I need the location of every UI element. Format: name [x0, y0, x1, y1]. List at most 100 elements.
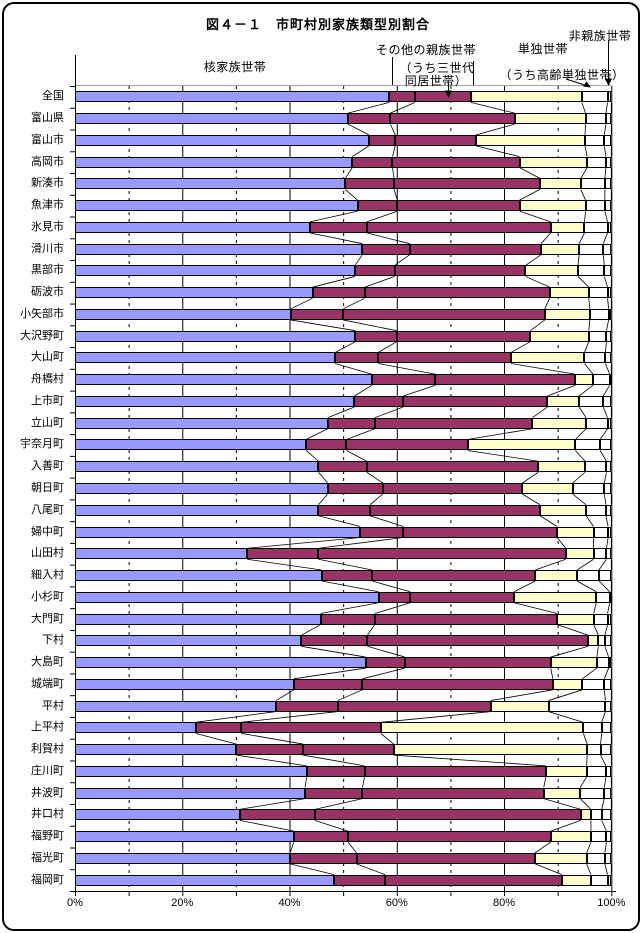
bar-segment-elderly-single [589, 308, 609, 320]
series-connector-line [601, 798, 605, 810]
bar-segment-elderly-single [585, 113, 606, 125]
series-connector-line [607, 298, 610, 309]
bar-segment-three-generation [366, 461, 539, 473]
bar-segment-three-generation [241, 722, 381, 734]
row-label: 立山町 [31, 416, 64, 429]
bar-segment-three-generation [356, 852, 536, 864]
bar-segment-single-household [380, 722, 584, 734]
bar-segment-single-household [545, 765, 587, 777]
x-axis-label: 80% [493, 897, 516, 909]
series-connector-line [530, 319, 546, 332]
series-connector-line [290, 319, 356, 332]
series-connector-line [584, 124, 586, 135]
series-connector-line [293, 667, 366, 680]
series-connector-line [347, 123, 370, 136]
series-connector-line [605, 341, 607, 353]
elderly-single-arrowhead [583, 81, 591, 88]
series-connector-line [519, 167, 541, 179]
bar-segment-non-relative [601, 809, 612, 821]
series-connector-line [318, 471, 328, 484]
bar-segment-other-relatives [318, 504, 370, 516]
non-relative-arrowhead [605, 78, 612, 86]
bar-segment-other-relatives [293, 678, 363, 690]
series-connector-line [241, 732, 303, 745]
bar-segment-three-generation [403, 395, 548, 407]
series-connector-line [599, 428, 608, 440]
bar-segment-single-household [541, 243, 580, 255]
bar-segment-elderly-single [587, 156, 606, 168]
series-connector-line [586, 755, 588, 766]
bar-segment-elderly-single [572, 483, 605, 494]
row-label: 富山県 [31, 112, 64, 125]
bar-segment-other-relatives [321, 570, 373, 582]
series-connector-line [598, 580, 610, 593]
bar-segment-single-household [514, 591, 597, 603]
bar-segment-elderly-single [586, 765, 606, 777]
bar-segment-other-relatives [360, 526, 404, 538]
series-connector-line [346, 428, 375, 440]
series-connector-line [578, 232, 585, 244]
row-label: 入善町 [31, 460, 64, 473]
series-connector-line [575, 428, 587, 440]
bar-segment-elderly-single [548, 700, 606, 712]
row-label: 上市町 [31, 394, 64, 407]
bar-segment-three-generation [374, 613, 558, 625]
series-connector-line [550, 645, 589, 658]
series-connector-line [334, 341, 356, 353]
row-label: 魚津市 [31, 199, 64, 212]
bar-segment-other-relatives [368, 134, 396, 146]
bar-segment-three-generation [394, 265, 526, 277]
row-label: 宇奈月町 [20, 438, 64, 451]
series-connector-line [586, 863, 592, 875]
series-connector-line [352, 145, 370, 157]
bar-segment-elderly-single [588, 287, 608, 299]
series-connector-line [603, 667, 609, 679]
bar-segment-single-household [519, 200, 586, 212]
bar-segment-three-generation [409, 243, 542, 255]
bar-segment-single-household [476, 134, 585, 146]
bar-segment-non-relative [607, 91, 612, 103]
series-connector-line [519, 189, 541, 201]
bar-segment-three-generation [396, 330, 531, 342]
series-connector-line [347, 841, 357, 854]
series-connector-line [600, 754, 607, 767]
bar-segment-other-relatives [354, 265, 395, 277]
bar-segment-other-relatives [352, 156, 393, 168]
series-connector-line [356, 863, 386, 875]
row-label: 福野町 [31, 830, 64, 843]
bar-segment-elderly-single [588, 330, 607, 342]
bar-segment-other-relatives [355, 330, 397, 342]
series-connector-line [305, 428, 328, 440]
series-connector-line [305, 450, 319, 462]
bar-segment-single-household [490, 700, 549, 712]
series-connector-line [334, 363, 373, 375]
bar-segment-non-relative [600, 744, 612, 756]
series-connector-line [289, 841, 295, 853]
bar-segment-single-household [544, 308, 590, 320]
bar-segment-single-household [550, 831, 591, 843]
row-label: 井波町 [31, 786, 64, 799]
bar-segment-elderly-single [596, 657, 609, 669]
series-connector-line [547, 384, 576, 397]
series-connector-line [389, 123, 396, 136]
series-connector-line [606, 319, 610, 331]
series-connector-line [550, 819, 581, 832]
bar-segment-three-generation [369, 504, 540, 516]
bar-segment-non-relative [604, 852, 612, 864]
row-label: 黒部市 [31, 264, 64, 277]
series-connector-line [606, 537, 609, 549]
bar-segment-three-generation [384, 874, 562, 886]
series-connector-line [604, 167, 607, 179]
series-connector-line [327, 406, 355, 419]
bar-segment-other-relatives [357, 200, 398, 212]
series-connector-line [579, 798, 592, 810]
series-connector-line [550, 667, 554, 679]
bar-segment-three-generation [415, 91, 471, 103]
bar-segment-non-relative [603, 243, 612, 255]
bar-segment-single-household [511, 352, 585, 364]
series-connector-line [314, 798, 363, 810]
legend-nuclear-family-label: 核家族世帯 [203, 60, 267, 74]
bar-segment-non-relative [607, 287, 612, 299]
series-connector-line [522, 493, 541, 506]
